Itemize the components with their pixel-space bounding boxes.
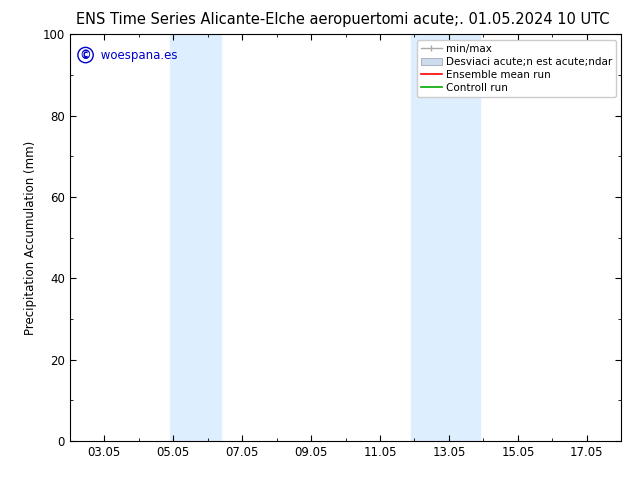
Y-axis label: Precipitation Accumulation (mm): Precipitation Accumulation (mm) [24,141,37,335]
Text: ©: © [80,49,91,62]
Legend: min/max, Desviaci acute;n est acute;ndar, Ensemble mean run, Controll run: min/max, Desviaci acute;n est acute;ndar… [417,40,616,97]
Text: woespana.es: woespana.es [97,49,178,62]
Bar [411,34,480,441]
Bar [170,34,221,441]
Text: mi acute;. 01.05.2024 10 UTC: mi acute;. 01.05.2024 10 UTC [390,12,609,27]
Text: ENS Time Series Alicante-Elche aeropuerto: ENS Time Series Alicante-Elche aeropuert… [76,12,391,27]
